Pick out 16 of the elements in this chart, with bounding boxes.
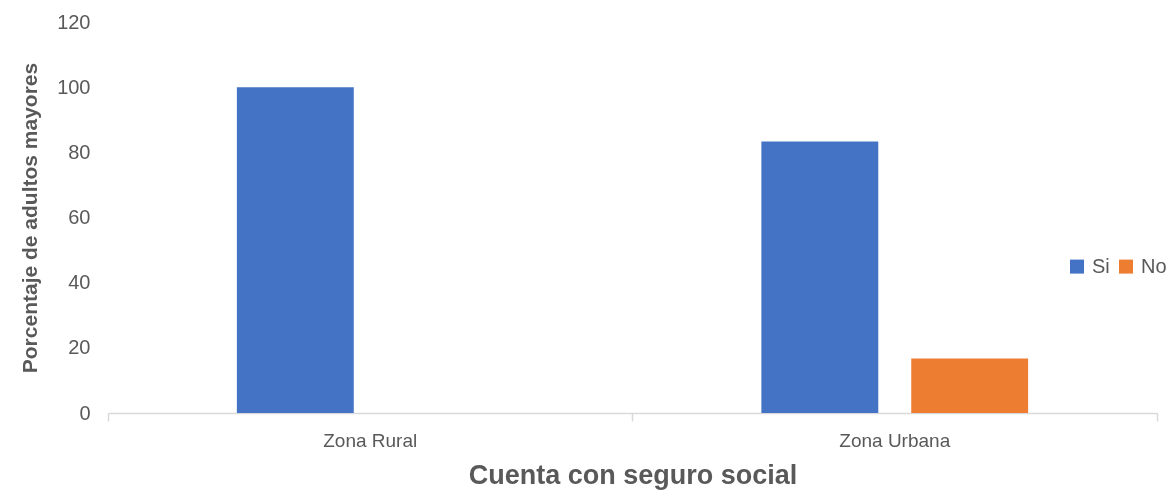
legend-label: Si: [1092, 254, 1110, 277]
legend-label: No: [1141, 254, 1167, 277]
y-tick-label: 40: [68, 271, 91, 294]
x-axis-title: Cuenta con seguro social: [468, 459, 798, 490]
bar: [911, 358, 1029, 413]
y-tick-label: 100: [57, 75, 91, 98]
x-tick-label: Zona Urbana: [839, 429, 951, 451]
bar: [236, 87, 354, 413]
y-tick-label: 60: [68, 206, 91, 228]
bar: [761, 141, 879, 413]
y-axis-title: Porcentaje de adultos mayores: [18, 62, 42, 374]
y-tick-label: 80: [68, 140, 91, 163]
y-tick-label: 120: [57, 10, 91, 33]
y-tick-label: 20: [68, 336, 91, 359]
y-tick-label: 0: [79, 401, 91, 424]
x-tick-label: Zona Rural: [323, 429, 418, 451]
